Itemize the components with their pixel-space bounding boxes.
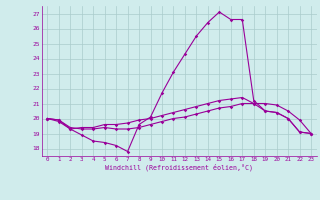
X-axis label: Windchill (Refroidissement éolien,°C): Windchill (Refroidissement éolien,°C): [105, 164, 253, 171]
